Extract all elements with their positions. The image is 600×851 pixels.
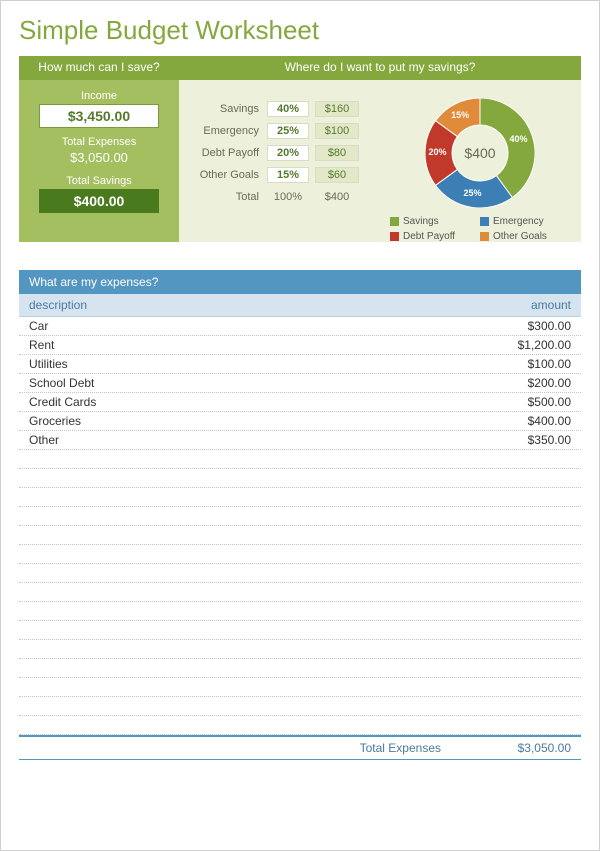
allocation-total-label: Total: [189, 191, 267, 203]
expense-row-blank[interactable]: [19, 678, 581, 697]
allocation-table: Savings40% $160 Emergency25% $100 Debt Payof…: [189, 98, 389, 244]
total-expenses-value: $3,050.00: [19, 150, 179, 165]
expenses-footer: Total Expenses $3,050.00: [19, 735, 581, 760]
legend-item: Other Goals: [480, 231, 570, 242]
summary-panel: How much can I save? Income $3,450.00 To…: [19, 56, 581, 242]
expense-amount: $350.00: [481, 433, 571, 447]
slice-label: 20%: [429, 147, 447, 157]
col-amount: amount: [481, 298, 571, 312]
expense-amount: $300.00: [481, 319, 571, 333]
left-header: How much can I save?: [19, 56, 179, 80]
legend-swatch: [480, 232, 489, 241]
legend-label: Other Goals: [493, 231, 547, 242]
expense-row-blank[interactable]: [19, 583, 581, 602]
slice-label: 40%: [509, 134, 527, 144]
total-savings-value: $400.00: [39, 189, 159, 213]
allocation-total-pct: 100%: [267, 190, 309, 204]
expenses-section: What are my expenses? description amount…: [19, 270, 581, 760]
expense-row-blank[interactable]: [19, 697, 581, 716]
expense-row-blank[interactable]: [19, 507, 581, 526]
expense-description: Rent: [29, 338, 481, 352]
legend-item: Savings: [390, 216, 480, 227]
donut-chart: $400 40% 25% 20% 15%: [425, 98, 535, 208]
income-input[interactable]: $3,450.00: [39, 104, 159, 128]
expense-amount: $400.00: [481, 414, 571, 428]
legend-label: Debt Payoff: [403, 231, 455, 242]
allocation-total-amount: $400: [315, 190, 359, 204]
legend-label: Emergency: [493, 216, 544, 227]
total-savings-label: Total Savings: [19, 175, 179, 187]
expense-row[interactable]: Groceries$400.00: [19, 412, 581, 431]
allocation-name: Debt Payoff: [189, 147, 267, 159]
legend-item: Emergency: [480, 216, 570, 227]
expense-row[interactable]: Credit Cards$500.00: [19, 393, 581, 412]
allocation-row: Debt Payoff20% $80: [189, 142, 389, 164]
expense-description: Utilities: [29, 357, 481, 371]
legend-swatch: [390, 232, 399, 241]
expense-row-blank[interactable]: [19, 469, 581, 488]
savings-summary-column: How much can I save? Income $3,450.00 To…: [19, 56, 179, 242]
allocation-pct-input[interactable]: 40%: [267, 101, 309, 117]
slice-label: 15%: [451, 110, 469, 120]
page-title: Simple Budget Worksheet: [19, 15, 581, 46]
expenses-rows: Car$300.00Rent$1,200.00Utilities$100.00S…: [19, 317, 581, 735]
expense-amount: $100.00: [481, 357, 571, 371]
expense-amount: $200.00: [481, 376, 571, 390]
legend-item: Debt Payoff: [390, 231, 480, 242]
expense-row-blank[interactable]: [19, 526, 581, 545]
expense-amount: $1,200.00: [481, 338, 571, 352]
allocation-name: Savings: [189, 103, 267, 115]
allocation-pct-input[interactable]: 20%: [267, 145, 309, 161]
allocation-name: Other Goals: [189, 169, 267, 181]
total-expenses-label: Total Expenses: [19, 136, 179, 148]
allocation-name: Emergency: [189, 125, 267, 137]
expense-row-blank[interactable]: [19, 545, 581, 564]
expense-row-blank[interactable]: [19, 640, 581, 659]
chart-legend: Savings Emergency Debt Payoff Other Goals: [390, 214, 570, 244]
expense-row[interactable]: Other$350.00: [19, 431, 581, 450]
allocation-pct-input[interactable]: 15%: [267, 167, 309, 183]
expense-row-blank[interactable]: [19, 450, 581, 469]
allocation-row: Savings40% $160: [189, 98, 389, 120]
allocation-total-row: Total100% $400: [189, 186, 389, 208]
allocation-row: Emergency25% $100: [189, 120, 389, 142]
footer-value: $3,050.00: [481, 741, 571, 755]
expense-row-blank[interactable]: [19, 716, 581, 735]
expense-row-blank[interactable]: [19, 602, 581, 621]
right-header: Where do I want to put my savings?: [179, 56, 581, 80]
donut-center-label: $400: [464, 145, 495, 161]
donut-chart-area: $400 40% 25% 20% 15% Savings Emergency Debt P…: [389, 98, 571, 244]
allocation-amount: $80: [315, 145, 359, 161]
expense-row-blank[interactable]: [19, 621, 581, 640]
allocation-amount: $100: [315, 123, 359, 139]
income-label: Income: [19, 90, 179, 102]
expenses-column-header: description amount: [19, 294, 581, 317]
expense-amount: $500.00: [481, 395, 571, 409]
expenses-header: What are my expenses?: [19, 270, 581, 294]
expense-description: Car: [29, 319, 481, 333]
expense-row-blank[interactable]: [19, 488, 581, 507]
expense-description: Other: [29, 433, 481, 447]
allocation-amount: $60: [315, 167, 359, 183]
expense-row-blank[interactable]: [19, 659, 581, 678]
expense-description: Credit Cards: [29, 395, 481, 409]
expense-row-blank[interactable]: [19, 564, 581, 583]
allocation-pct-input[interactable]: 25%: [267, 123, 309, 139]
allocation-row: Other Goals15% $60: [189, 164, 389, 186]
expense-description: School Debt: [29, 376, 481, 390]
footer-label: Total Expenses: [29, 741, 481, 755]
expense-row[interactable]: Rent$1,200.00: [19, 336, 581, 355]
expense-row[interactable]: Car$300.00: [19, 317, 581, 336]
slice-label: 25%: [464, 188, 482, 198]
allocation-column: Where do I want to put my savings? Savin…: [179, 56, 581, 242]
legend-label: Savings: [403, 216, 439, 227]
legend-swatch: [390, 217, 399, 226]
legend-swatch: [480, 217, 489, 226]
expense-description: Groceries: [29, 414, 481, 428]
expense-row[interactable]: School Debt$200.00: [19, 374, 581, 393]
col-description: description: [29, 298, 481, 312]
allocation-amount: $160: [315, 101, 359, 117]
expense-row[interactable]: Utilities$100.00: [19, 355, 581, 374]
